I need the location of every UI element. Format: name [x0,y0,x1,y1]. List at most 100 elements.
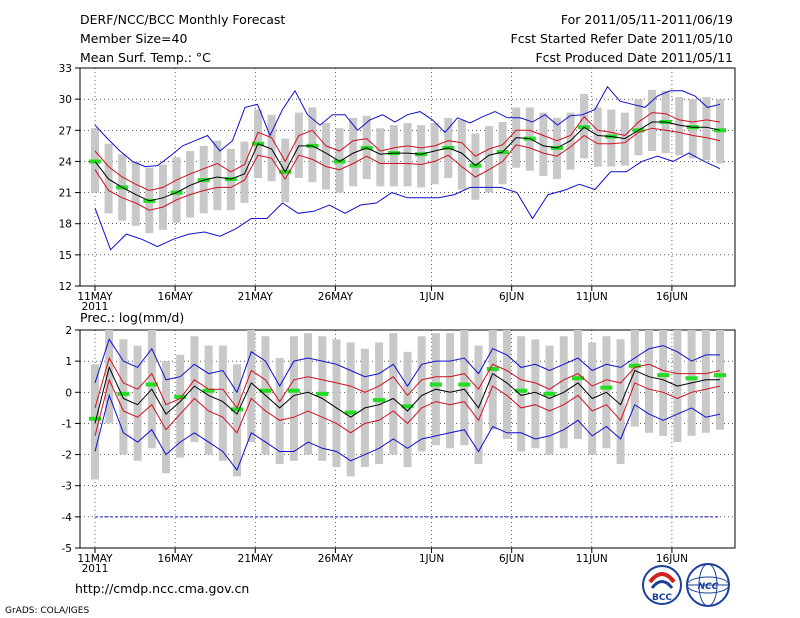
prec-box [403,351,412,468]
precip-label: Prec.: log(mm/d) [80,310,184,325]
prec-marker [231,407,244,412]
temp-box [158,164,167,230]
temp-ytick-label: 15 [59,250,72,262]
prec-xtick-label: 6JUN [499,553,524,565]
temp-xtick-label: 26MAY [318,291,354,303]
prec-box [545,345,554,455]
prec-marker [202,388,215,393]
prec-marker [685,376,698,381]
prec-marker [657,373,670,378]
temp-ytick-label: 27 [59,125,72,137]
prec-marker [373,398,386,403]
prec-box [630,330,639,427]
prec-marker [628,363,641,368]
temp-box [702,97,711,161]
temperature-plot-frame [79,67,736,287]
prec-box [389,333,398,455]
prec-box [233,364,242,477]
prec-box [531,339,540,449]
prec-marker [458,382,471,387]
temp-box [593,107,602,167]
prec-xtick-label: 21MAY [238,553,274,565]
temp-box [213,140,222,211]
prec-xtick-label: 11MAY [77,553,113,565]
prec-box [517,336,526,452]
prec-marker [145,382,158,387]
prec-marker [515,388,528,393]
prec-year-label: 2011 [82,563,109,575]
ncc-logo-text: NCC [698,582,719,592]
temp-line-mean [94,121,721,202]
prec-box [659,330,668,436]
prec-box [133,345,142,461]
prec-box [105,330,114,424]
prec-box [446,333,455,449]
prec-box [275,358,284,464]
temp-box [403,123,412,187]
temp-xtick-label: 11JUN [576,291,608,303]
temp-box [648,89,657,152]
precip-plot-frame [79,329,736,549]
temp-year-label: 2011 [82,301,109,313]
precipitation-chart: -5 -4 -3 -2 -1 0 1 2 11MAY 16MAY 21MAY 26MAY 1JUN 6JU… [62,325,736,575]
temp-box [457,119,466,190]
temp-xtick-label: 21MAY [238,291,274,303]
temp-box [417,125,426,188]
prec-ytick-label: -3 [62,481,72,493]
prec-line-lower [94,393,721,472]
temp-xtick-label: 11MAY [77,291,113,303]
prec-box [488,330,497,430]
temp-box [172,157,181,223]
temp-box [634,99,643,156]
prec-box [218,345,227,461]
prec-marker [117,391,130,396]
prec-marker [344,410,357,415]
temp-box [186,151,195,218]
temp-box [131,161,140,226]
temp-box [294,112,303,179]
prec-marker [259,388,272,393]
temp-line-upper [94,85,721,168]
temp-box [620,112,629,166]
ncc-logo: NCC [686,563,730,607]
temp-line-lower_spread [94,127,721,211]
prec-marker [287,388,300,393]
temp-xtick-label: 16JUN [656,291,688,303]
temp-xtick-label: 1JUN [419,291,444,303]
prec-box [460,330,469,446]
prec-marker [174,394,187,399]
prec-xtick-label: 16JUN [656,553,688,565]
temp-box [485,126,494,193]
prec-box [304,333,313,455]
temp-line-lower [94,152,721,251]
source-url: http://cmdp.ncc.cma.gov.cn [75,581,249,596]
prec-ytick-label: -5 [62,543,72,555]
prec-xtick-label: 1JUN [419,553,444,565]
figure-title: DERF/NCC/BCC Monthly Forecast [80,12,285,27]
temperature-chart: 12 15 18 21 24 27 30 33 11MAY 16MAY 21MAY 26MAY 1JUN… [59,63,736,313]
temp-ytick-label: 24 [59,156,73,168]
prec-box [119,339,128,455]
refer-date: Fcst Started Refer Date 2011/05/10 [511,31,734,46]
prec-marker [486,366,499,371]
temp-box [675,97,684,156]
prec-box [289,336,298,461]
temp-xtick-label: 16MAY [158,291,194,303]
prec-xtick-label: 11JUN [576,553,608,565]
prec-ytick-label: 2 [65,325,72,337]
prec-marker [543,391,556,396]
prec-box [162,361,171,474]
temp-box [376,128,385,187]
prec-marker [429,382,442,387]
prec-xtick-label: 26MAY [318,553,354,565]
prec-box [474,345,483,464]
prec-box [644,330,653,433]
bcc-logo-text: BCC [652,593,672,603]
prec-box [176,354,185,458]
prec-line-upper [94,338,720,394]
prec-ytick-label: 0 [65,387,72,399]
prec-ytick-label: -1 [62,418,72,430]
temp-box [240,141,249,203]
prec-marker [316,391,329,396]
prec-xtick-label: 16MAY [158,553,194,565]
